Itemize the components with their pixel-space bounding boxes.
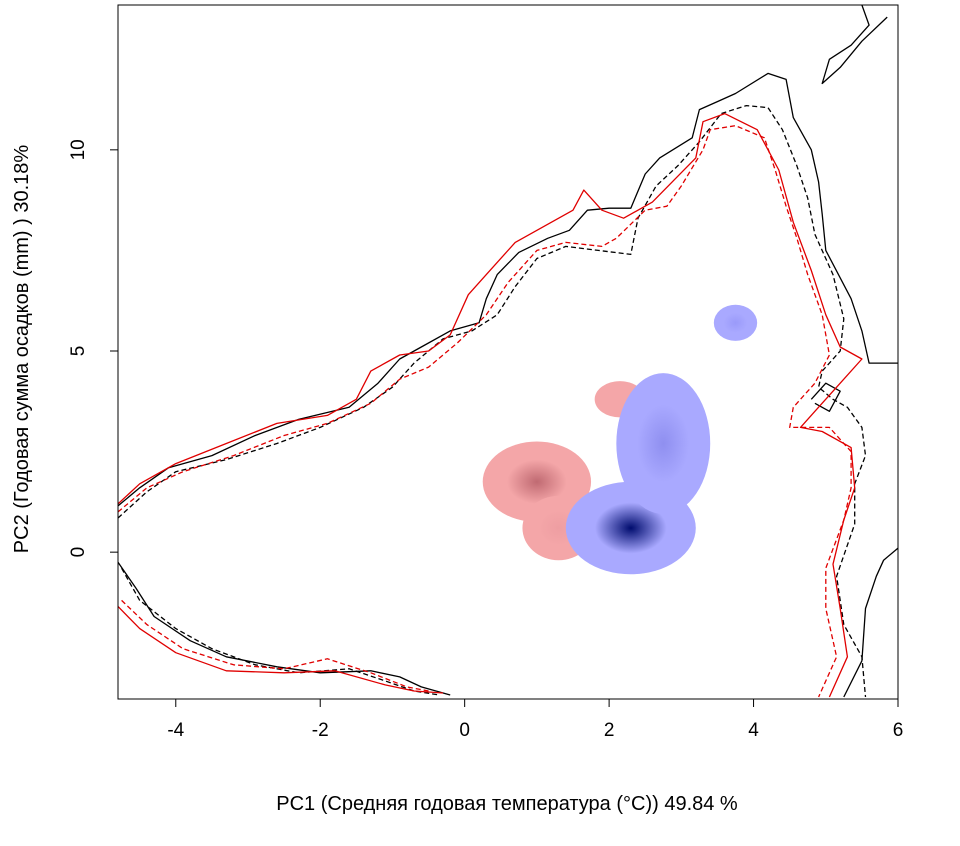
x-tick-label: -2: [312, 720, 329, 741]
black-solid-contour: [118, 72, 898, 507]
red-solid-contour: [118, 606, 444, 694]
x-tick-label: 4: [748, 720, 759, 741]
y-tick-label: 10: [68, 139, 89, 160]
red-dashed-contour: [121, 599, 429, 692]
density-blob-layer: [482, 304, 758, 575]
y-axis: 0 5 10: [68, 139, 119, 558]
x-axis-title: PC1 (Средняя годовая температура (°C)) 4…: [276, 793, 738, 815]
red-dashed-contour: [118, 125, 852, 698]
y-axis-title: PC2 (Годовая сумма осадков (mm) ) 30.18%: [11, 145, 33, 554]
black-solid-contour: [118, 561, 451, 696]
y-tick-label: 5: [68, 346, 89, 357]
black-solid-contour: [821, 5, 888, 85]
black-solid-contour: [843, 547, 898, 698]
red-solid-contour: [118, 112, 863, 698]
black-dashed-contour: [121, 567, 440, 696]
blue-density-blob: [616, 373, 711, 514]
x-axis: -4 -2 0 2 4 6: [167, 698, 904, 741]
contour-layer: [118, 5, 898, 698]
y-tick-label: 0: [68, 547, 89, 558]
blue-density-blob: [713, 304, 758, 341]
x-tick-label: 6: [893, 720, 904, 741]
black-dashed-contour: [118, 104, 867, 698]
x-tick-label: 2: [604, 720, 615, 741]
x-tick-label: 0: [459, 720, 470, 741]
x-tick-label: -4: [167, 720, 184, 741]
plot-frame: [117, 4, 899, 700]
